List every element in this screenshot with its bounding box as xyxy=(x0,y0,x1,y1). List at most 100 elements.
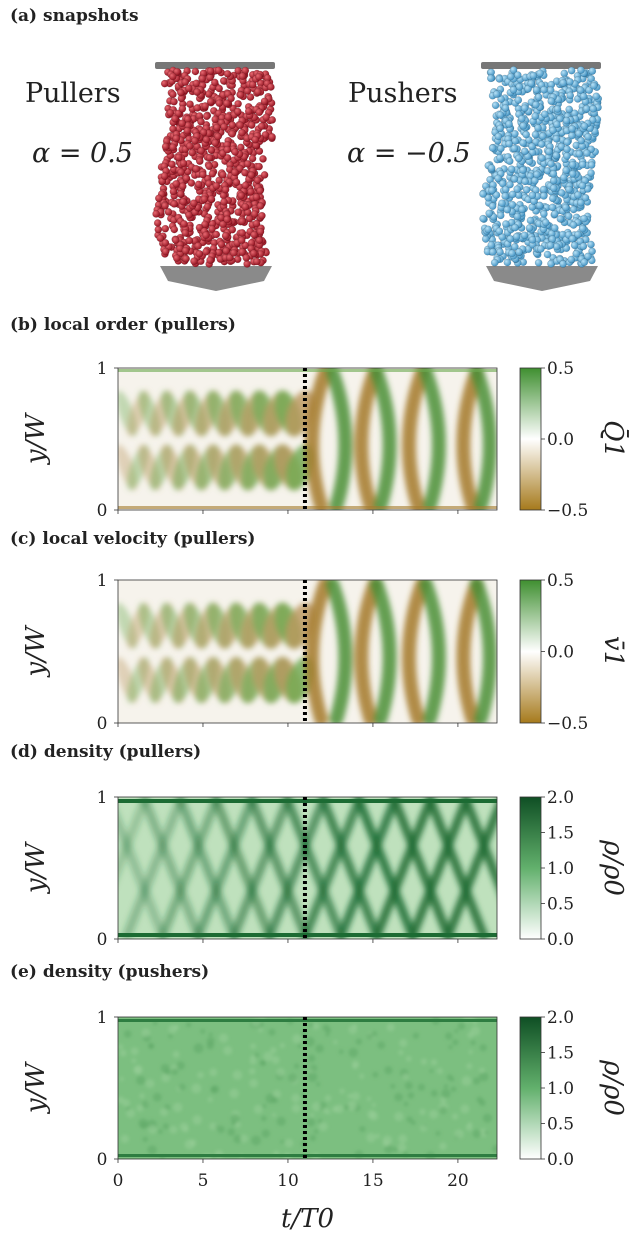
density-noise xyxy=(261,1061,266,1066)
density-noise xyxy=(479,1067,485,1074)
particle xyxy=(205,153,214,162)
particle xyxy=(208,169,217,178)
density-noise xyxy=(371,1103,376,1108)
particle xyxy=(566,91,575,100)
particle xyxy=(152,210,160,218)
density-noise xyxy=(169,1125,178,1134)
density-noise xyxy=(312,1022,320,1030)
density-wave xyxy=(192,797,258,939)
particle xyxy=(168,72,177,81)
density-noise xyxy=(467,1031,474,1039)
density-noise xyxy=(439,1142,447,1151)
particle xyxy=(508,200,517,209)
density-noise xyxy=(147,1145,157,1155)
particle xyxy=(488,248,497,256)
particle xyxy=(574,191,582,199)
density-wave xyxy=(299,797,365,939)
particle xyxy=(161,247,170,256)
particle xyxy=(587,161,596,169)
density-noise xyxy=(261,1129,270,1138)
density-noise xyxy=(371,1030,378,1037)
order-streak xyxy=(401,368,430,510)
particle xyxy=(507,165,516,173)
particle xyxy=(540,192,548,200)
particle xyxy=(241,181,250,190)
particle xyxy=(535,201,544,210)
density-wave xyxy=(175,797,240,939)
y-tick-label: 1 xyxy=(97,359,108,379)
particle xyxy=(551,224,559,232)
density-noise xyxy=(405,1055,412,1062)
colorbar-tick-label: 0.5 xyxy=(547,895,574,915)
particle xyxy=(238,248,246,256)
density-wave xyxy=(118,810,169,939)
particle xyxy=(169,143,177,151)
particle xyxy=(563,145,571,153)
density-noise xyxy=(260,1115,267,1122)
pushers-label: Pushers xyxy=(348,78,458,109)
density-noise xyxy=(309,1134,317,1142)
particle xyxy=(534,258,543,267)
order-streak xyxy=(325,580,353,723)
colorbar-tick-label: 0.0 xyxy=(547,1150,574,1170)
particle xyxy=(509,66,518,74)
particle xyxy=(560,69,569,78)
particle xyxy=(509,86,518,94)
density-noise xyxy=(445,1032,453,1040)
order-streak xyxy=(418,368,446,510)
particle xyxy=(156,234,165,242)
density-noise xyxy=(404,1081,413,1090)
density-noise xyxy=(271,1096,279,1104)
particle xyxy=(563,152,571,160)
particle xyxy=(181,246,190,255)
density-noise xyxy=(140,1122,148,1130)
density-noise xyxy=(126,1108,136,1118)
density-noise xyxy=(118,1044,124,1050)
particle xyxy=(495,75,504,83)
particle xyxy=(191,67,200,76)
particle xyxy=(549,126,557,135)
particle xyxy=(170,200,178,208)
particle xyxy=(208,225,216,233)
density-noise xyxy=(318,1121,328,1132)
density-noise xyxy=(152,1092,162,1102)
particle xyxy=(253,257,261,266)
particle xyxy=(522,130,531,139)
particle xyxy=(572,249,581,258)
particle xyxy=(238,72,247,80)
particle xyxy=(176,88,185,97)
particle xyxy=(172,254,181,263)
particle xyxy=(153,219,162,227)
particle xyxy=(228,121,237,129)
particle xyxy=(242,253,251,262)
particle xyxy=(202,231,210,239)
particle xyxy=(491,101,500,110)
particle xyxy=(172,179,180,188)
density-noise xyxy=(310,1064,318,1072)
particle xyxy=(256,186,264,195)
density-noise xyxy=(249,1057,257,1065)
density-wave xyxy=(282,797,347,939)
particle xyxy=(505,139,514,148)
particle xyxy=(513,212,522,221)
particle xyxy=(532,86,541,94)
density-noise xyxy=(403,1101,409,1107)
particle xyxy=(484,193,493,202)
particle xyxy=(217,240,226,249)
particle xyxy=(547,97,556,105)
density-noise xyxy=(435,1130,441,1136)
particle xyxy=(522,185,531,194)
density-wave xyxy=(157,797,222,939)
particle xyxy=(198,74,207,83)
y-axis-label: y/W xyxy=(21,841,51,894)
particle xyxy=(541,110,549,118)
particle xyxy=(237,191,246,200)
y-axis-label: y/W xyxy=(21,412,51,465)
particle xyxy=(514,96,523,104)
particle xyxy=(577,66,585,74)
particle xyxy=(548,203,557,212)
density-noise xyxy=(392,1146,399,1153)
particle xyxy=(490,258,499,267)
particle xyxy=(210,78,219,87)
particle xyxy=(534,124,542,132)
